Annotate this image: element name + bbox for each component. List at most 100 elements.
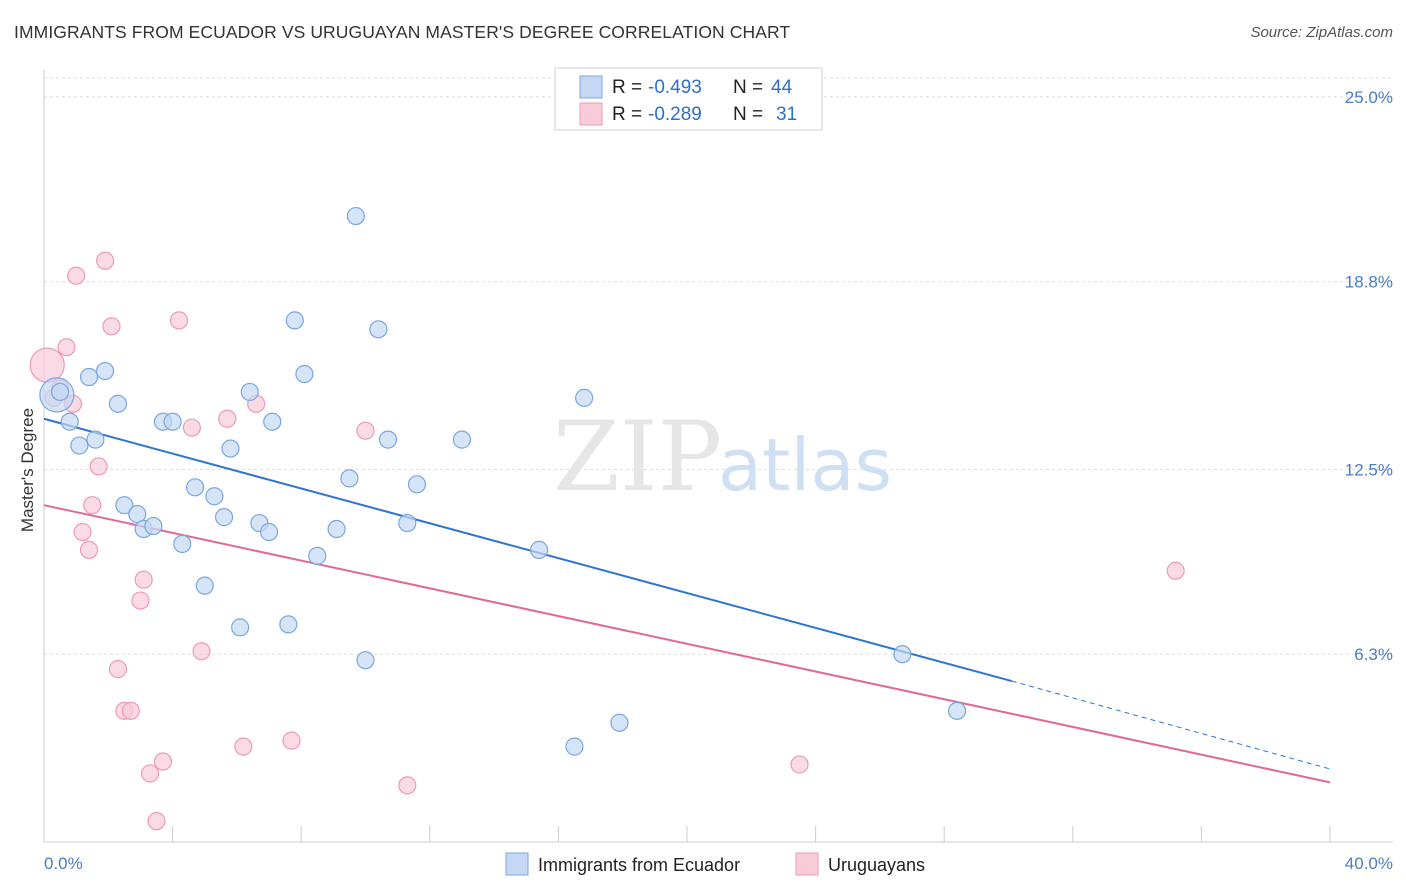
y-tick-label-3: 25.0% bbox=[1345, 88, 1393, 107]
point-ecuador-26 bbox=[285, 311, 304, 330]
point-uruguayans-25 bbox=[282, 731, 301, 750]
point-ecuador-6 bbox=[95, 361, 115, 381]
bottom-legend: Immigrants from Ecuador Uruguayans bbox=[505, 852, 925, 876]
legend-blue-r-value: -0.493 bbox=[648, 77, 702, 98]
bottom-legend-label-pink: Uruguayans bbox=[828, 855, 925, 875]
point-uruguayans-16 bbox=[140, 764, 160, 783]
watermark-zip: ZIP bbox=[553, 401, 722, 513]
legend-pink-n-label: N = bbox=[733, 104, 763, 125]
point-uruguayans-7 bbox=[83, 496, 102, 515]
bottom-legend-swatch-blue bbox=[505, 852, 529, 876]
watermark-atlas: atlas bbox=[718, 423, 892, 507]
point-ecuador-21 bbox=[240, 382, 259, 402]
point-ecuador-36 bbox=[407, 475, 427, 494]
point-ecuador-38 bbox=[530, 540, 549, 559]
gridlines bbox=[44, 77, 1393, 655]
point-uruguayans-28 bbox=[790, 755, 809, 774]
point-ecuador-43 bbox=[947, 701, 967, 720]
bottom-legend-swatch-pink bbox=[795, 852, 819, 876]
legend-pink-r-label: R = bbox=[612, 104, 642, 125]
point-uruguayans-22 bbox=[218, 409, 237, 428]
y-tick-label-0: 6.3% bbox=[1354, 645, 1393, 664]
legend-swatch-blue bbox=[579, 75, 603, 99]
point-uruguayans-26 bbox=[356, 421, 375, 440]
point-ecuador-42 bbox=[893, 645, 912, 664]
point-ecuador-19 bbox=[221, 439, 240, 458]
point-ecuador-35 bbox=[398, 513, 417, 533]
point-ecuador-30 bbox=[340, 469, 359, 488]
point-uruguayans-20 bbox=[182, 418, 201, 437]
point-uruguayans-14 bbox=[131, 591, 150, 610]
point-ecuador-7 bbox=[108, 394, 128, 413]
point-ecuador-13 bbox=[163, 412, 182, 431]
point-ecuador-40 bbox=[575, 388, 594, 407]
y-tick-labels: 6.3% 12.5% 18.8% 25.0% bbox=[1345, 88, 1393, 664]
point-ecuador-20 bbox=[231, 618, 250, 637]
point-uruguayans-0 bbox=[29, 347, 65, 383]
bottom-legend-label-blue: Immigrants from Ecuador bbox=[538, 855, 740, 875]
point-ecuador-16 bbox=[195, 576, 214, 595]
y-tick-label-1: 12.5% bbox=[1345, 460, 1393, 479]
trendline-ecuador-extension bbox=[1011, 680, 1331, 770]
point-ecuador-23 bbox=[259, 522, 279, 542]
point-ecuador-28 bbox=[308, 546, 327, 565]
point-ecuador-1 bbox=[50, 382, 70, 402]
source-credit: Source: ZipAtlas.com bbox=[1250, 24, 1393, 41]
point-ecuador-33 bbox=[369, 320, 388, 339]
point-ecuador-11 bbox=[144, 516, 163, 536]
trendlines bbox=[43, 417, 1331, 784]
point-ecuador-4 bbox=[79, 367, 99, 387]
point-uruguayans-5 bbox=[73, 522, 92, 542]
point-uruguayans-13 bbox=[121, 701, 140, 720]
x-tick-min: 0.0% bbox=[44, 854, 83, 873]
legend-pink-r-value: -0.289 bbox=[648, 104, 702, 125]
point-uruguayans-18 bbox=[153, 752, 173, 771]
point-ecuador-25 bbox=[279, 615, 298, 634]
point-ecuador-2 bbox=[60, 412, 79, 431]
point-uruguayans-6 bbox=[79, 540, 99, 559]
trendline-ecuador bbox=[43, 417, 1012, 683]
point-ecuador-39 bbox=[565, 737, 584, 756]
data-points bbox=[29, 206, 1185, 831]
point-ecuador-24 bbox=[263, 412, 282, 431]
point-ecuador-34 bbox=[378, 430, 398, 449]
point-ecuador-32 bbox=[356, 651, 375, 670]
trendline-uruguayans bbox=[43, 504, 1331, 784]
legend-blue-n-value: 44 bbox=[771, 77, 793, 98]
point-ecuador-37 bbox=[452, 430, 472, 449]
point-uruguayans-2 bbox=[57, 338, 76, 357]
point-ecuador-27 bbox=[295, 364, 314, 384]
point-ecuador-3 bbox=[70, 436, 89, 455]
point-uruguayans-27 bbox=[398, 776, 417, 795]
top-legend: R = -0.493 N = 44 R = -0.289 N = 31 bbox=[554, 67, 823, 131]
point-uruguayans-9 bbox=[95, 251, 115, 270]
point-ecuador-17 bbox=[205, 487, 224, 506]
point-uruguayans-23 bbox=[234, 737, 253, 756]
point-ecuador-15 bbox=[186, 478, 205, 497]
point-uruguayans-11 bbox=[108, 660, 128, 679]
point-uruguayans-8 bbox=[89, 457, 108, 476]
point-uruguayans-29 bbox=[1166, 561, 1185, 580]
chart-title: IMMIGRANTS FROM ECUADOR VS URUGUAYAN MAS… bbox=[14, 22, 791, 42]
point-uruguayans-10 bbox=[102, 317, 121, 336]
legend-blue-n-label: N = bbox=[733, 77, 763, 98]
point-ecuador-31 bbox=[346, 206, 365, 226]
x-tick-max: 40.0% bbox=[1345, 854, 1393, 873]
point-uruguayans-19 bbox=[169, 311, 189, 330]
point-uruguayans-4 bbox=[67, 266, 86, 285]
point-ecuador-14 bbox=[173, 534, 192, 554]
legend-swatch-pink bbox=[579, 102, 603, 126]
axes bbox=[43, 70, 1393, 843]
point-ecuador-29 bbox=[327, 519, 346, 539]
point-uruguayans-15 bbox=[134, 570, 153, 589]
legend-blue-r-label: R = bbox=[612, 77, 642, 98]
y-axis-label: Master's Degree bbox=[18, 408, 37, 532]
legend-pink-n-value: 31 bbox=[776, 104, 797, 125]
point-ecuador-41 bbox=[610, 713, 629, 732]
point-ecuador-5 bbox=[86, 430, 105, 449]
point-uruguayans-21 bbox=[192, 642, 211, 661]
y-tick-label-2: 18.8% bbox=[1345, 273, 1393, 292]
point-ecuador-18 bbox=[214, 508, 234, 527]
point-uruguayans-17 bbox=[147, 812, 166, 831]
